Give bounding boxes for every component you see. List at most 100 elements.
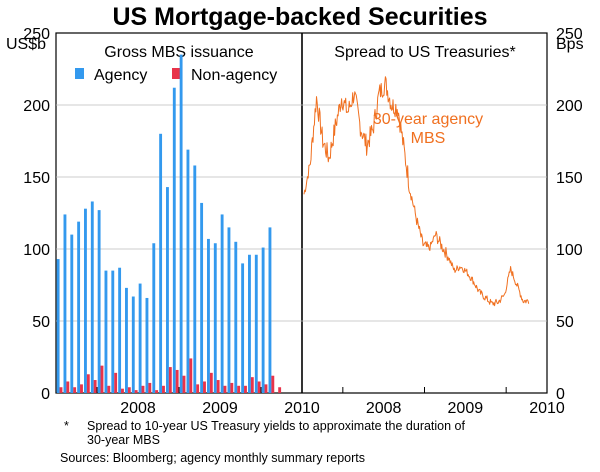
- left-panel-x-ticks: 2008 2009 2010: [96, 387, 320, 417]
- footnote-line2: 30-year MBS: [87, 433, 160, 447]
- agency-bar: [254, 254, 258, 393]
- right-axis-unit: Bps: [556, 36, 584, 53]
- non-agency-bar: [203, 381, 206, 393]
- spread-annotation-line2: MBS: [411, 130, 446, 147]
- non-agency-bar: [148, 382, 152, 393]
- issuance-bars: [56, 54, 282, 394]
- left-axis-unit: US$b: [6, 36, 46, 53]
- agency-bar: [145, 297, 149, 393]
- left-y-tick-label: 250: [23, 26, 50, 43]
- agency-bar: [104, 270, 108, 393]
- agency-bar: [227, 227, 231, 393]
- non-agency-bar: [80, 384, 83, 393]
- x-tick-label: 2008: [120, 400, 156, 417]
- agency-bar: [70, 234, 74, 393]
- non-agency-bar: [182, 375, 186, 393]
- non-agency-bar: [100, 365, 104, 393]
- non-agency-bar: [127, 387, 131, 393]
- agency-bar: [200, 202, 204, 393]
- non-agency-bar: [271, 375, 275, 393]
- non-agency-bar: [209, 372, 213, 393]
- non-agency-bar: [66, 381, 70, 393]
- non-agency-bar: [162, 385, 165, 393]
- agency-bar: [152, 243, 156, 393]
- non-agency-bar: [189, 358, 193, 393]
- legend-agency-swatch: [75, 68, 84, 79]
- left-y-tick-label: 0: [41, 386, 50, 403]
- gridlines: [56, 104, 547, 322]
- agency-bar: [111, 270, 115, 393]
- agency-bar: [179, 54, 183, 393]
- non-agency-bar: [121, 388, 124, 393]
- x-tick-label: 2009: [448, 400, 484, 417]
- non-agency-bar: [237, 385, 241, 393]
- non-agency-bar: [223, 385, 227, 393]
- left-y-tick-label: 200: [23, 98, 50, 115]
- non-agency-bar: [168, 367, 172, 393]
- footnote-marker: *: [64, 419, 69, 433]
- legend-non-agency-label: Non-agency: [191, 67, 277, 84]
- agency-bar: [97, 210, 101, 393]
- left-axis-ticks: 0 50 100 150 200 250: [23, 26, 50, 403]
- non-agency-bar: [73, 387, 77, 393]
- agency-bar: [193, 165, 197, 393]
- agency-bar: [159, 133, 163, 394]
- non-agency-bar: [141, 385, 145, 393]
- non-agency-bar: [230, 382, 234, 393]
- non-agency-bar: [175, 369, 179, 393]
- agency-bar: [166, 187, 169, 393]
- non-agency-bar: [216, 380, 220, 393]
- non-agency-bar: [93, 380, 97, 393]
- right-y-tick-label: 50: [556, 314, 574, 331]
- agency-bar: [138, 283, 142, 393]
- non-agency-bar: [86, 374, 90, 393]
- sources-note: Sources: Bloomberg; agency monthly summa…: [60, 451, 365, 465]
- agency-bar: [261, 247, 265, 393]
- agency-bar: [84, 208, 87, 393]
- agency-bar: [125, 287, 128, 393]
- non-agency-bar: [155, 390, 159, 393]
- right-y-tick-label: 0: [556, 386, 565, 403]
- left-panel-title: Gross MBS issuance: [104, 44, 253, 61]
- right-panel-title: Spread to US Treasuries*: [334, 44, 515, 61]
- non-agency-bar: [250, 377, 254, 393]
- agency-bar: [172, 87, 176, 393]
- agency-bar: [77, 221, 81, 393]
- right-y-tick-label: 250: [556, 26, 583, 43]
- x-tick-label: 2010: [284, 400, 320, 417]
- non-agency-bar: [278, 387, 282, 393]
- spread-line: [303, 76, 530, 307]
- right-y-tick-label: 150: [556, 170, 583, 187]
- non-agency-bar: [244, 385, 247, 393]
- non-agency-bar: [257, 381, 261, 393]
- left-y-tick-label: 100: [23, 242, 50, 259]
- legend-non-agency-swatch: [172, 68, 181, 79]
- agency-bar: [268, 227, 272, 393]
- right-y-tick-label: 100: [556, 242, 583, 259]
- agency-bar: [234, 241, 238, 393]
- agency-bar: [90, 201, 94, 393]
- spread-annotation-line1: 30-year agency: [373, 111, 483, 128]
- non-agency-bar: [59, 387, 63, 393]
- x-tick-label: 2008: [366, 400, 402, 417]
- agency-bar: [241, 263, 245, 393]
- agency-bar: [220, 214, 224, 393]
- agency-bar: [207, 238, 210, 393]
- right-y-tick-label: 200: [556, 98, 583, 115]
- legend-agency-label: Agency: [94, 67, 147, 84]
- agency-bar: [186, 149, 190, 393]
- agency-bar: [63, 214, 67, 393]
- non-agency-bar: [107, 385, 111, 393]
- non-agency-bar: [114, 372, 118, 393]
- non-agency-bar: [134, 390, 138, 393]
- right-panel-x-ticks: 2008 2009 2010: [342, 387, 565, 417]
- chart-title: US Mortgage-backed Securities: [112, 3, 487, 31]
- non-agency-bar: [196, 384, 200, 393]
- non-agency-bar: [264, 384, 268, 393]
- footnote-line1: Spread to 10-year US Treasury yields to …: [87, 419, 466, 433]
- x-tick-label: 2010: [529, 400, 565, 417]
- agency-bar: [56, 259, 60, 393]
- right-axis-ticks: 0 50 100 150 200 250: [556, 26, 583, 403]
- agency-bar: [131, 296, 135, 393]
